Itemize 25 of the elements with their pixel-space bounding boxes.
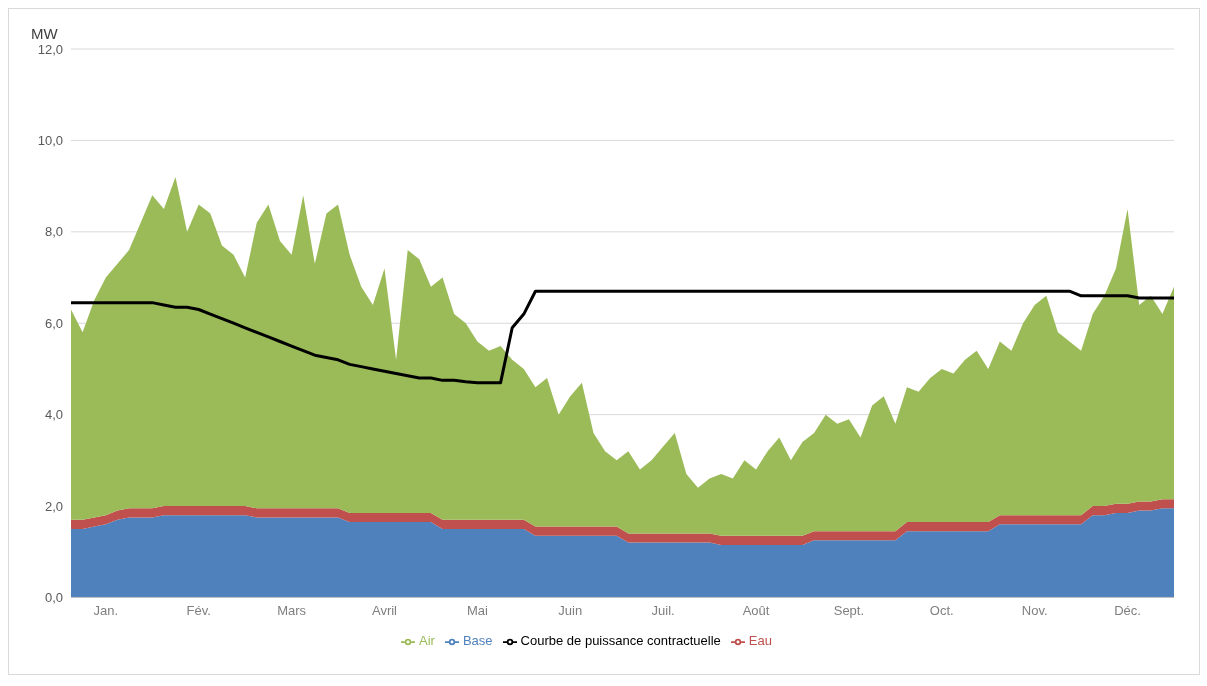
y-axis-title: MW [31, 25, 58, 42]
x-tick-label: Août [742, 602, 770, 618]
x-tick-label: Fév. [186, 602, 211, 618]
x-tick-label: Sept. [833, 602, 865, 618]
y-tick-label: 10,0 [37, 133, 63, 149]
legend-label: Air [419, 633, 435, 649]
y-tick-label: 6,0 [44, 315, 63, 331]
x-tick-label: Jan. [93, 602, 119, 618]
x-tick-label: Avril [371, 602, 398, 618]
legend-label: Courbe de puissance contractuelle [520, 633, 721, 649]
line-series [69, 289, 1176, 385]
legend-label: Eau [748, 633, 772, 649]
x-tick-label: Juin [558, 602, 583, 618]
y-tick-label: 2,0 [44, 498, 63, 514]
y-tick-label: 12,0 [37, 41, 63, 57]
y-tick-label: 8,0 [44, 224, 63, 240]
x-tick-label: Déc. [1114, 602, 1141, 618]
y-tick-label: 4,0 [44, 407, 63, 423]
x-tick-label: Nov. [1021, 602, 1048, 618]
x-tick-label: Mars [277, 602, 307, 618]
legend-label: Base [462, 633, 493, 649]
x-tick-label: Oct. [929, 602, 954, 618]
x-tick-label: Mai [466, 602, 488, 618]
x-tick-label: Juil. [651, 602, 675, 618]
y-tick-label: 0,0 [44, 590, 63, 606]
